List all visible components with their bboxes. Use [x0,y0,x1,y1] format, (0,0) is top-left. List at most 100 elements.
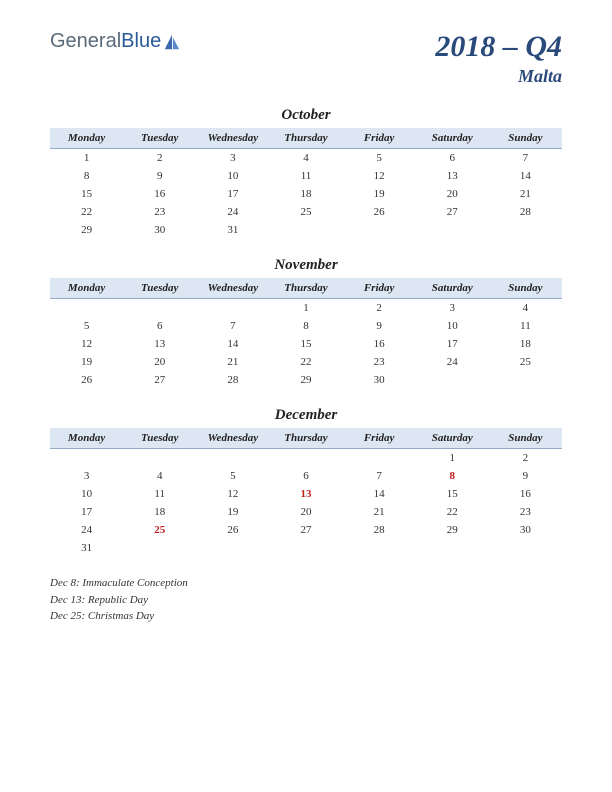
day-cell: 27 [123,371,196,389]
quarter-title: 2018 – Q4 [435,30,562,64]
day-cell: 2 [123,149,196,168]
day-cell: 13 [123,335,196,353]
month-name: November [50,257,562,274]
day-cell: 17 [50,503,123,521]
calendars-container: October MondayTuesdayWednesdayThursdayFri… [50,107,562,557]
title-block: 2018 – Q4 Malta [435,30,562,87]
day-header: Sunday [489,278,562,299]
day-cell: 7 [489,149,562,168]
day-cell: 3 [50,467,123,485]
day-cell: 20 [416,185,489,203]
table-row: 24252627282930 [50,521,562,539]
day-cell: 31 [50,539,123,557]
day-cell: 23 [489,503,562,521]
day-cell: 22 [416,503,489,521]
holiday-entry: Dec 8: Immaculate Conception [50,575,562,592]
day-cell: 18 [489,335,562,353]
holiday-entry: Dec 25: Christmas Day [50,608,562,625]
day-cell: 24 [196,203,269,221]
logo-text-general: General [50,30,121,53]
day-header: Saturday [416,428,489,449]
country-title: Malta [435,66,562,87]
day-cell: 16 [123,185,196,203]
day-cell: 2 [489,449,562,468]
day-cell: 13 [269,485,342,503]
day-header: Thursday [269,278,342,299]
day-cell [123,449,196,468]
day-cell: 5 [50,317,123,335]
day-cell: 10 [416,317,489,335]
day-cell [489,539,562,557]
day-cell: 21 [196,353,269,371]
day-cell: 22 [50,203,123,221]
day-cell [269,221,342,239]
table-row: 19202122232425 [50,353,562,371]
day-cell: 7 [343,467,416,485]
day-header: Saturday [416,128,489,149]
day-cell: 28 [196,371,269,389]
day-cell: 11 [489,317,562,335]
day-cell [343,539,416,557]
day-cell: 14 [343,485,416,503]
calendar-table: MondayTuesdayWednesdayThursdayFridaySatu… [50,128,562,239]
day-cell [50,299,123,318]
day-cell: 4 [269,149,342,168]
day-cell: 20 [269,503,342,521]
day-cell: 23 [343,353,416,371]
day-cell: 11 [269,167,342,185]
day-cell: 10 [196,167,269,185]
header: GeneralBlue 2018 – Q4 Malta [50,30,562,87]
day-cell [489,371,562,389]
day-cell [416,539,489,557]
day-header: Monday [50,278,123,299]
month-name: December [50,407,562,424]
day-cell: 19 [343,185,416,203]
day-cell: 17 [416,335,489,353]
day-cell: 7 [196,317,269,335]
day-cell: 21 [489,185,562,203]
day-header: Monday [50,128,123,149]
day-cell: 16 [343,335,416,353]
month-block: November MondayTuesdayWednesdayThursdayFr… [50,257,562,389]
day-header: Wednesday [196,128,269,149]
day-cell: 20 [123,353,196,371]
day-cell: 15 [416,485,489,503]
calendar-table: MondayTuesdayWednesdayThursdayFridaySatu… [50,278,562,389]
day-cell: 9 [489,467,562,485]
day-cell [416,221,489,239]
month-name: October [50,107,562,124]
day-cell: 27 [416,203,489,221]
table-row: 22232425262728 [50,203,562,221]
day-header: Saturday [416,278,489,299]
table-row: 1234 [50,299,562,318]
day-cell: 8 [416,467,489,485]
day-cell [269,539,342,557]
day-cell: 29 [416,521,489,539]
month-block: December MondayTuesdayWednesdayThursdayFr… [50,407,562,557]
logo: GeneralBlue [50,30,181,53]
day-cell [489,221,562,239]
day-cell: 18 [269,185,342,203]
day-cell: 6 [416,149,489,168]
table-row: 891011121314 [50,167,562,185]
day-cell: 23 [123,203,196,221]
logo-sail-icon [163,33,181,51]
day-cell: 10 [50,485,123,503]
day-cell: 14 [196,335,269,353]
day-header: Sunday [489,428,562,449]
day-cell [196,449,269,468]
day-cell: 24 [416,353,489,371]
day-cell: 1 [269,299,342,318]
day-cell: 25 [123,521,196,539]
day-cell: 13 [416,167,489,185]
holiday-list: Dec 8: Immaculate ConceptionDec 13: Repu… [50,575,562,625]
day-cell: 4 [489,299,562,318]
day-cell: 1 [416,449,489,468]
day-cell [269,449,342,468]
day-cell: 26 [343,203,416,221]
day-cell: 30 [343,371,416,389]
day-cell [50,449,123,468]
day-header: Tuesday [123,128,196,149]
calendar-table: MondayTuesdayWednesdayThursdayFridaySatu… [50,428,562,557]
day-cell: 8 [269,317,342,335]
